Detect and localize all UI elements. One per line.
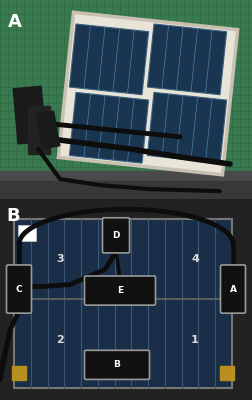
- Bar: [36, 111, 60, 149]
- FancyBboxPatch shape: [84, 276, 155, 305]
- Bar: [0, 181, 252, 199]
- Text: 4: 4: [191, 254, 199, 264]
- Text: E: E: [117, 286, 123, 295]
- Text: D: D: [112, 231, 120, 240]
- FancyBboxPatch shape: [7, 265, 32, 313]
- Polygon shape: [69, 92, 149, 163]
- Bar: [18, 225, 36, 241]
- Bar: [220, 366, 234, 380]
- Polygon shape: [147, 24, 227, 95]
- Polygon shape: [147, 92, 227, 163]
- Text: B: B: [114, 360, 120, 369]
- FancyBboxPatch shape: [220, 265, 245, 313]
- Text: 3: 3: [56, 254, 64, 264]
- FancyBboxPatch shape: [84, 350, 149, 380]
- Bar: [13, 86, 46, 144]
- Text: A: A: [8, 13, 22, 31]
- Polygon shape: [58, 12, 238, 175]
- Bar: [0, 171, 252, 199]
- FancyBboxPatch shape: [103, 218, 130, 253]
- Bar: [12, 286, 26, 300]
- Bar: [220, 286, 234, 300]
- Polygon shape: [69, 24, 149, 95]
- Text: 1: 1: [191, 335, 199, 345]
- Text: 2: 2: [56, 335, 64, 345]
- Bar: [28, 106, 50, 154]
- Text: B: B: [6, 207, 20, 225]
- Text: A: A: [230, 284, 236, 294]
- Text: C: C: [16, 284, 22, 294]
- Bar: [12, 366, 26, 380]
- Bar: [14, 219, 232, 388]
